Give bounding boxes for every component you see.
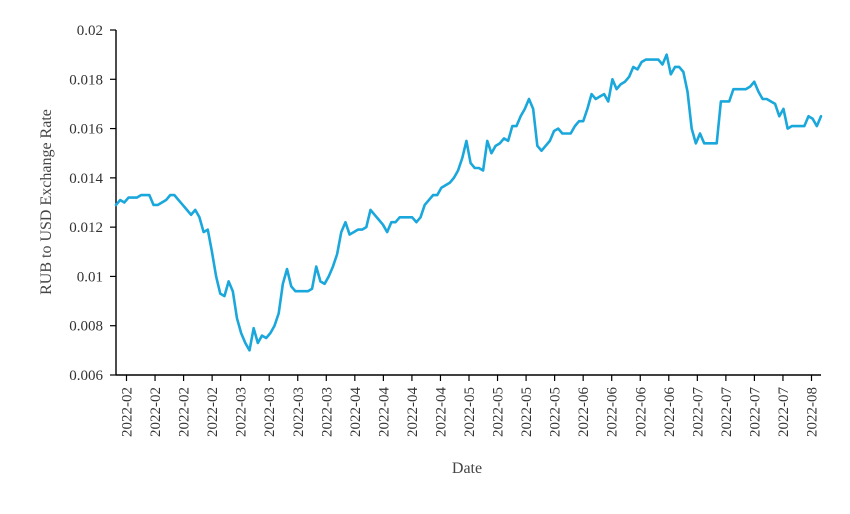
- x-tick-label: 2022-05: [548, 387, 564, 437]
- y-axis: 0.006 0.008 0.01 0.012 0.014 0.016 0.018 0.02: [69, 23, 117, 384]
- y-tick-label: 0.014: [69, 171, 103, 187]
- x-tick-label: 2022-08: [805, 387, 821, 437]
- x-tick-label: 2022-02: [205, 387, 221, 437]
- y-tick-label: 0.01: [77, 269, 103, 285]
- x-tick-label: 2022-04: [433, 387, 449, 437]
- exchange-rate-line: [114, 53, 823, 352]
- y-tick-label: 0.006: [69, 368, 103, 384]
- series-layer: [114, 53, 823, 352]
- x-tick-label: 2022-03: [262, 387, 278, 437]
- x-tick-label: 2022-06: [605, 387, 621, 437]
- x-tick-label: 2022-07: [747, 387, 763, 437]
- x-tick-label: 2022-02: [148, 387, 164, 437]
- x-axis-title: Date: [452, 460, 482, 477]
- y-tick-label: 0.02: [77, 23, 103, 39]
- x-tick-label: 2022-03: [319, 387, 335, 437]
- x-tick-label: 2022-06: [633, 387, 649, 437]
- x-axis: 2022-02 2022-02 2022-02 2022-02 2022-03 2022-…: [116, 374, 821, 437]
- x-tick-label: 2022-07: [776, 387, 792, 437]
- x-tick-label: 2022-04: [405, 387, 421, 437]
- y-tick-label: 0.008: [69, 319, 103, 335]
- y-tick-label: 0.016: [69, 122, 103, 138]
- x-tick-label: 2022-02: [120, 387, 136, 437]
- x-tick-label: 2022-03: [234, 387, 250, 437]
- x-tick-label: 2022-05: [519, 387, 535, 437]
- x-tick-label: 2022-03: [291, 387, 307, 437]
- y-tick-label: 0.018: [69, 72, 103, 88]
- x-tick-label: 2022-05: [491, 387, 507, 437]
- x-tick-label: 2022-07: [690, 387, 706, 437]
- x-tick-label: 2022-05: [462, 387, 478, 437]
- y-axis-title: RUB to USD Exchange Rate: [38, 109, 55, 295]
- y-tick-label: 0.012: [69, 220, 103, 236]
- x-tick-label: 2022-02: [177, 387, 193, 437]
- x-tick-label: 2022-07: [719, 387, 735, 437]
- x-tick-label: 2022-06: [662, 387, 678, 437]
- x-tick-label: 2022-04: [348, 387, 364, 437]
- x-tick-label: 2022-04: [376, 387, 392, 437]
- x-tick-label: 2022-06: [576, 387, 592, 437]
